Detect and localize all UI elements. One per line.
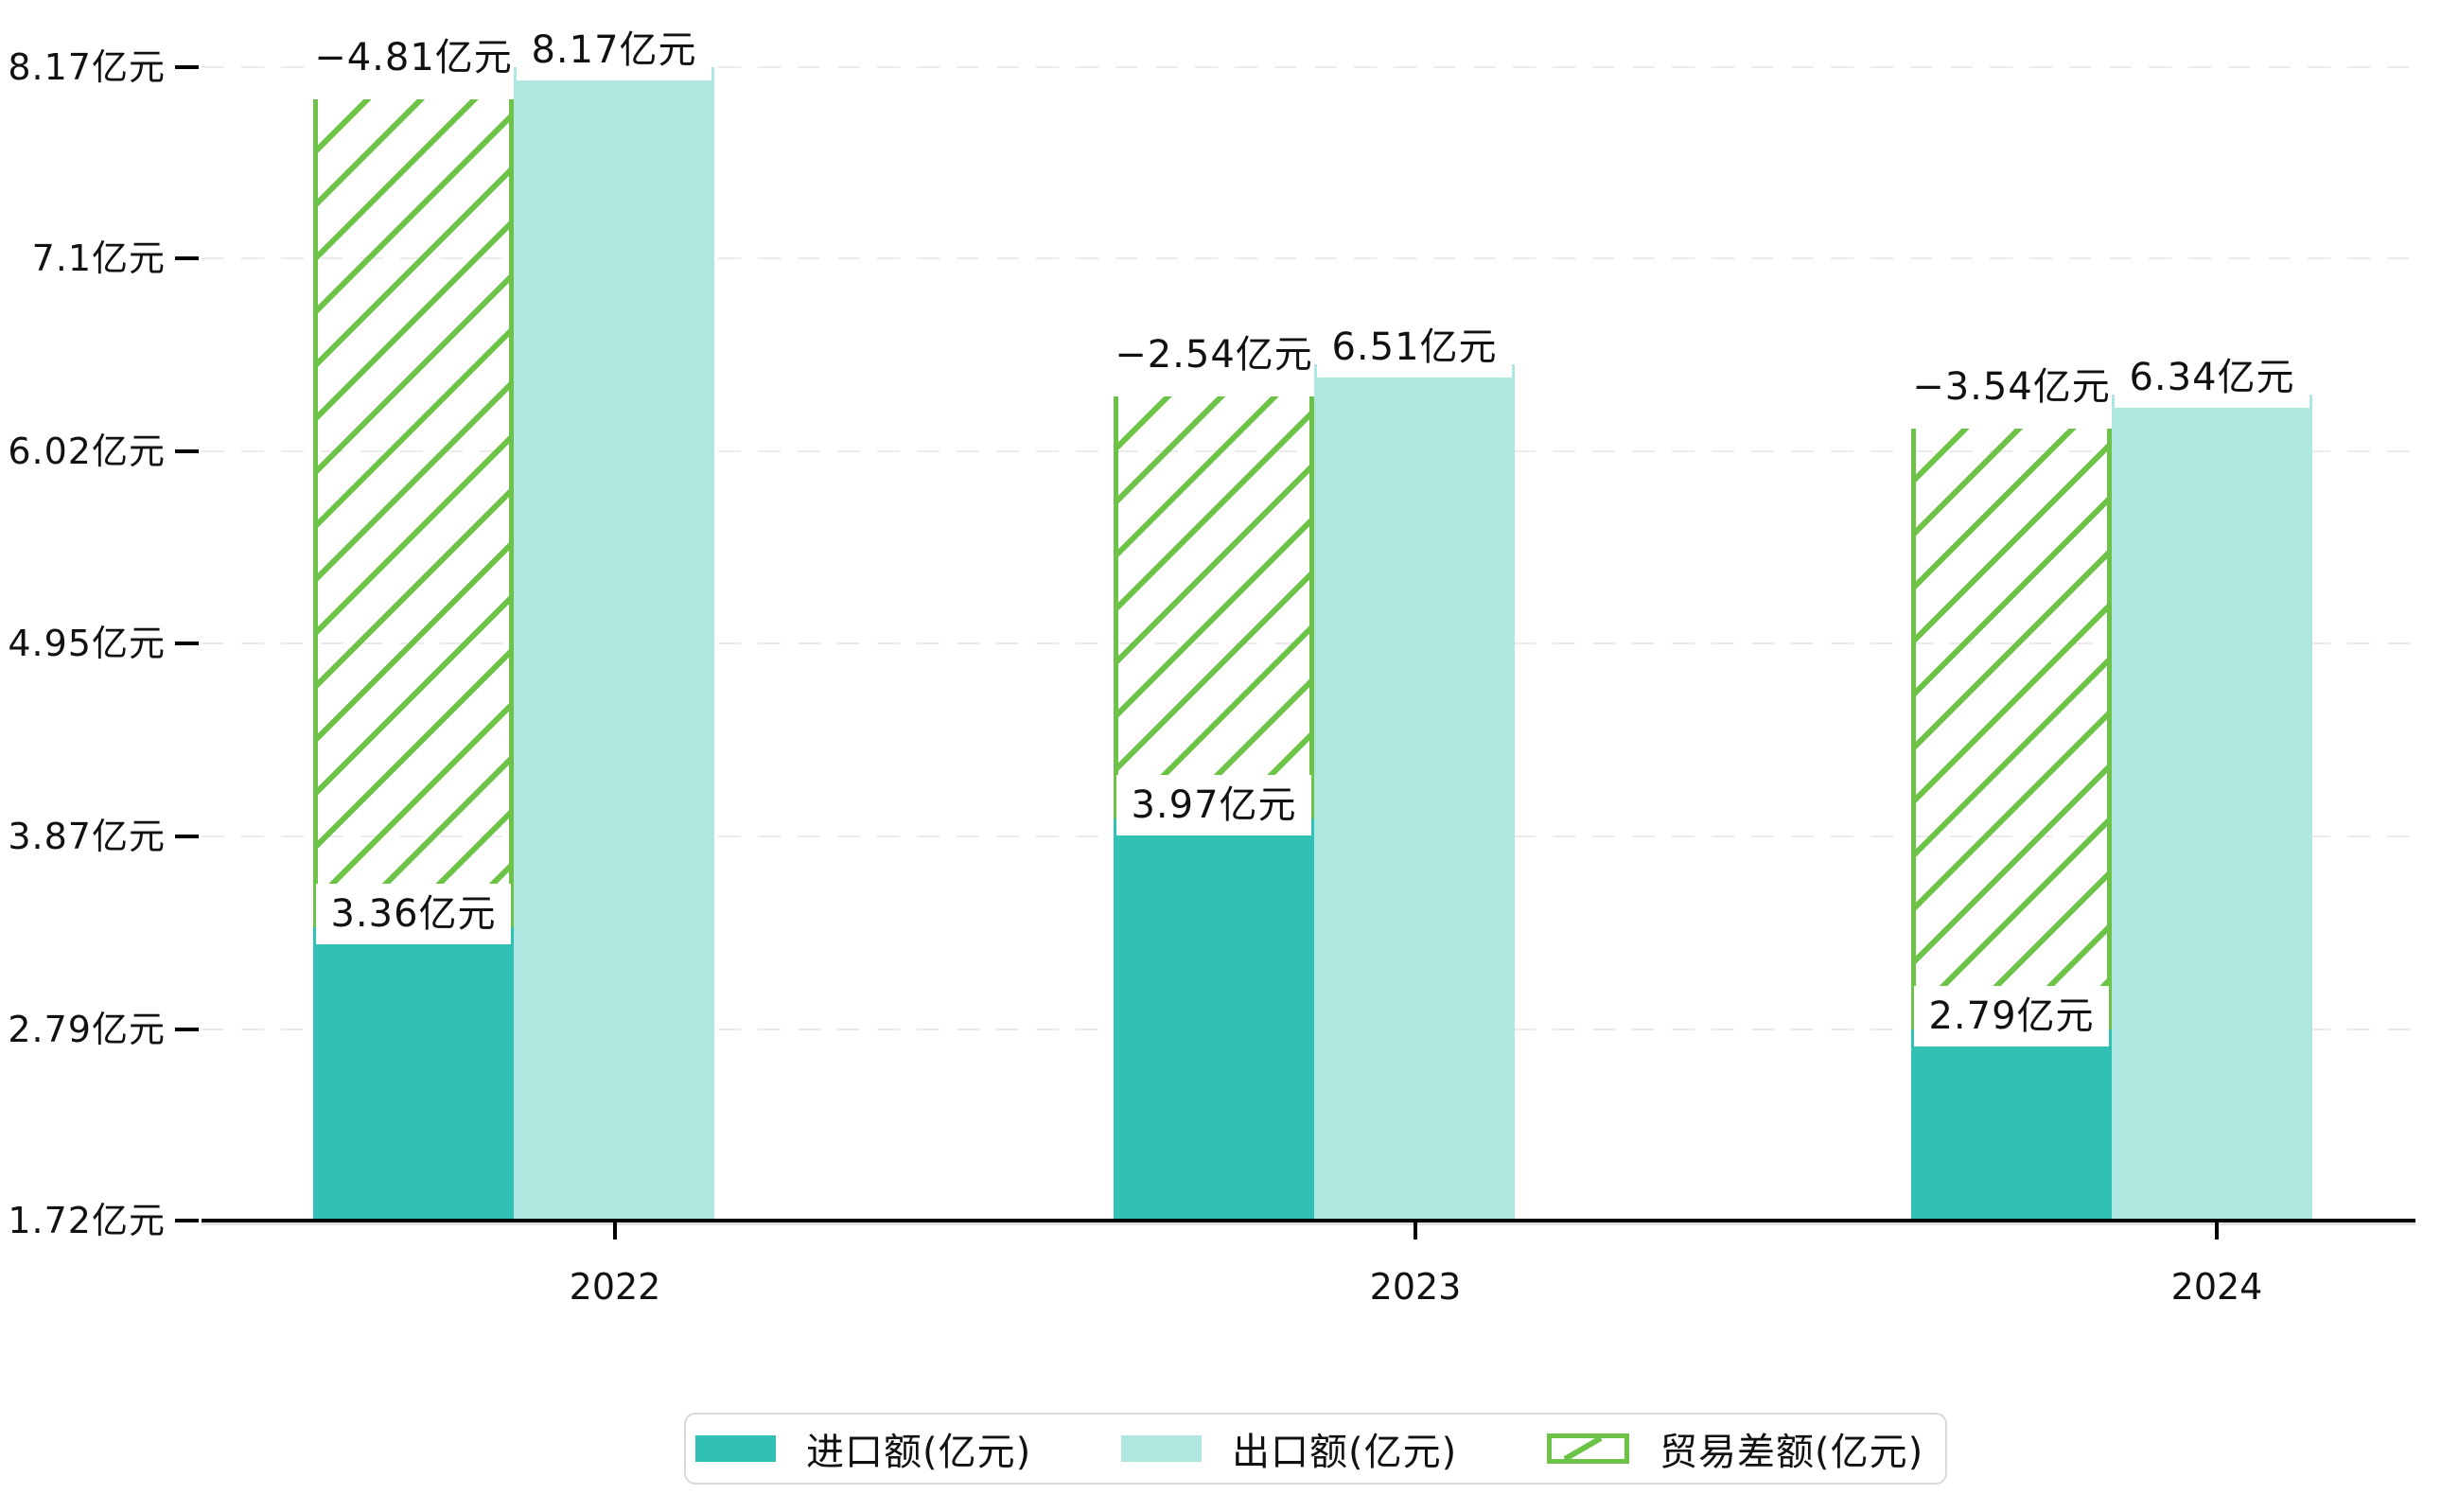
legend: 进口额(亿元) 出口额(亿元) 贸易差额(亿元) bbox=[684, 1413, 1947, 1485]
value-label-balance-2024: −3.54亿元 bbox=[1911, 356, 2112, 417]
x-axis-label-2023: 2023 bbox=[1369, 1266, 1462, 1308]
x-tick-mark bbox=[613, 1222, 617, 1239]
value-label-export-2023: 6.51亿元 bbox=[1317, 316, 1512, 378]
value-label-export-2022: 8.17亿元 bbox=[517, 19, 711, 80]
y-axis-tick-label: 8.17亿元 bbox=[8, 45, 166, 88]
y-axis-tick-label: 2.79亿元 bbox=[8, 1008, 166, 1050]
y-tick-mark bbox=[175, 256, 199, 261]
hatch-line-icon bbox=[1563, 1438, 1603, 1459]
y-tick-mark bbox=[175, 641, 199, 645]
legend-label-export: 出口额(亿元) bbox=[1232, 1431, 1458, 1474]
x-tick-mark bbox=[2215, 1222, 2219, 1239]
y-tick-mark bbox=[175, 1219, 199, 1222]
legend-item-export: 出口额(亿元) bbox=[1121, 1415, 1547, 1483]
legend-swatch-import-icon bbox=[695, 1435, 776, 1462]
bar-import-2024 bbox=[1911, 1029, 2112, 1219]
bar-export-2024 bbox=[2112, 394, 2312, 1219]
y-axis-tick-label: 3.87亿元 bbox=[8, 815, 166, 857]
value-label-import-2022: 3.36亿元 bbox=[316, 884, 511, 945]
value-label-balance-2023: −2.54亿元 bbox=[1114, 324, 1314, 385]
bar-import-2023 bbox=[1114, 818, 1314, 1219]
gridline bbox=[202, 257, 2415, 260]
y-axis-tick-label: 6.02亿元 bbox=[8, 431, 166, 473]
value-label-export-2024: 6.34亿元 bbox=[2115, 346, 2309, 408]
y-axis-tick-label: 1.72亿元 bbox=[8, 1200, 166, 1241]
y-axis-tick-label: 4.95亿元 bbox=[8, 622, 166, 664]
legend-item-import: 进口额(亿元) bbox=[695, 1415, 1121, 1483]
bar-import-2022 bbox=[313, 927, 514, 1219]
legend-swatch-export-icon bbox=[1121, 1435, 1202, 1462]
bar-balance-2024 bbox=[1911, 428, 2112, 1029]
x-axis-line bbox=[202, 1219, 2415, 1222]
bar-export-2022 bbox=[514, 66, 714, 1219]
y-tick-mark bbox=[175, 1027, 199, 1031]
value-label-import-2024: 2.79亿元 bbox=[1914, 985, 2109, 1046]
y-axis-tick-label: 7.1亿元 bbox=[31, 237, 166, 280]
bar-export-2023 bbox=[1314, 363, 1515, 1219]
legend-swatch-balance-icon bbox=[1547, 1433, 1629, 1464]
bar-balance-2022 bbox=[313, 98, 514, 928]
y-tick-mark bbox=[175, 834, 199, 838]
bar-balance-2023 bbox=[1114, 396, 1314, 818]
value-label-balance-2022: −4.81亿元 bbox=[313, 26, 514, 88]
gridline bbox=[202, 65, 2415, 68]
legend-item-balance: 贸易差额(亿元) bbox=[1547, 1415, 1923, 1483]
legend-label-import: 进口额(亿元) bbox=[806, 1431, 1032, 1474]
y-tick-mark bbox=[175, 449, 199, 454]
legend-label-balance: 贸易差额(亿元) bbox=[1660, 1431, 1924, 1474]
x-axis-label-2022: 2022 bbox=[569, 1266, 661, 1308]
y-tick-mark bbox=[175, 64, 199, 69]
value-label-import-2023: 3.97亿元 bbox=[1116, 774, 1311, 835]
x-tick-mark bbox=[1414, 1222, 1417, 1239]
x-axis-label-2024: 2024 bbox=[2170, 1266, 2263, 1308]
